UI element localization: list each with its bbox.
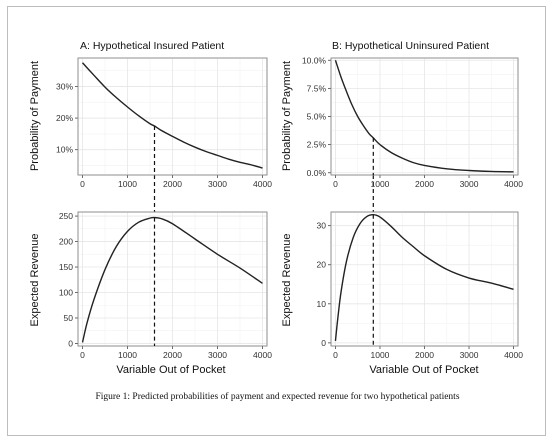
ylabel-panel-d: Expected Revenue bbox=[281, 234, 293, 327]
ylabel-panel-a: Probability of Payment bbox=[29, 61, 41, 171]
y-tick-label: 20 bbox=[317, 260, 327, 270]
y-tick-label: 50 bbox=[64, 313, 74, 323]
x-tick-label: 1000 bbox=[118, 350, 137, 360]
x-tick-label: 3000 bbox=[460, 179, 479, 189]
y-tick-label: 10 bbox=[317, 299, 327, 309]
y-tick-label: 0 bbox=[68, 338, 73, 348]
y-tick-label: 150 bbox=[59, 262, 73, 272]
x-tick-label: 1000 bbox=[118, 179, 137, 189]
x-tick-label: 0 bbox=[80, 179, 85, 189]
x-tick-label: 4000 bbox=[253, 179, 272, 189]
title-panel-a: A: Hypothetical Insured Patient bbox=[80, 40, 224, 52]
x-tick-label: 3000 bbox=[460, 350, 479, 360]
x-tick-label: 1000 bbox=[371, 350, 390, 360]
y-tick-label: 7.5% bbox=[307, 83, 327, 93]
y-tick-label: 10.0% bbox=[302, 55, 327, 65]
x-tick-label: 3000 bbox=[208, 350, 227, 360]
series-line-panel-b bbox=[334, 60, 514, 173]
ylabel-panel-c: Expected Revenue bbox=[29, 234, 41, 327]
x-tick-label: 2000 bbox=[415, 350, 434, 360]
y-tick-label: 100 bbox=[59, 288, 73, 298]
x-tick-label: 4000 bbox=[504, 350, 523, 360]
panel-d-border bbox=[330, 211, 519, 347]
y-tick-label: 250 bbox=[59, 211, 73, 221]
y-tick-label: 30 bbox=[317, 221, 327, 231]
x-tick-label: 1000 bbox=[371, 179, 390, 189]
series-line-panel-a bbox=[81, 62, 263, 169]
figure-caption: Figure 1: Predicted probabilities of pay… bbox=[95, 392, 460, 402]
x-tick-label: 2000 bbox=[415, 179, 434, 189]
x-tick-label: 2000 bbox=[163, 350, 182, 360]
panel-a-border bbox=[77, 57, 268, 176]
y-tick-label: 200 bbox=[59, 237, 73, 247]
y-tick-label: 30% bbox=[56, 81, 73, 91]
y-tick-label: 20% bbox=[56, 113, 73, 123]
x-tick-label: 0 bbox=[333, 350, 338, 360]
y-tick-label: 2.5% bbox=[307, 140, 327, 150]
x-tick-label: 2000 bbox=[163, 179, 182, 189]
y-tick-label: 10% bbox=[56, 145, 73, 155]
y-tick-label: 0 bbox=[321, 338, 326, 348]
x-tick-label: 0 bbox=[333, 179, 338, 189]
series-line-panel-c bbox=[81, 216, 263, 343]
y-tick-label: 5.0% bbox=[307, 112, 327, 122]
x-tick-label: 3000 bbox=[208, 179, 227, 189]
panel-b: 0 1000 2000 3000 4000 0.0% 2.5% 5.0% 7.5% 10.0% bbox=[302, 55, 523, 189]
x-tick-label: 4000 bbox=[504, 179, 523, 189]
ylabel-panel-b: Probability of Payment bbox=[281, 61, 293, 171]
xlabel-panel-d: Variable Out of Pocket bbox=[369, 364, 478, 376]
panel-c: 0 1000 2000 3000 4000 0 50 100 150 200 250 bbox=[59, 211, 272, 360]
y-tick-label: 0.0% bbox=[307, 168, 327, 178]
panel-d: 0 1000 2000 3000 4000 0 10 20 30 bbox=[317, 211, 523, 360]
title-panel-b: B: Hypothetical Uninsured Patient bbox=[332, 40, 489, 52]
xlabel-panel-c: Variable Out of Pocket bbox=[116, 364, 225, 376]
series-line-panel-d bbox=[334, 214, 514, 341]
x-tick-label: 4000 bbox=[253, 350, 272, 360]
panel-a: 0 1000 2000 3000 4000 10% 20% 30% bbox=[56, 57, 272, 189]
panel-b-border bbox=[330, 57, 519, 176]
panel-c-border bbox=[77, 211, 268, 347]
x-tick-label: 0 bbox=[80, 350, 85, 360]
